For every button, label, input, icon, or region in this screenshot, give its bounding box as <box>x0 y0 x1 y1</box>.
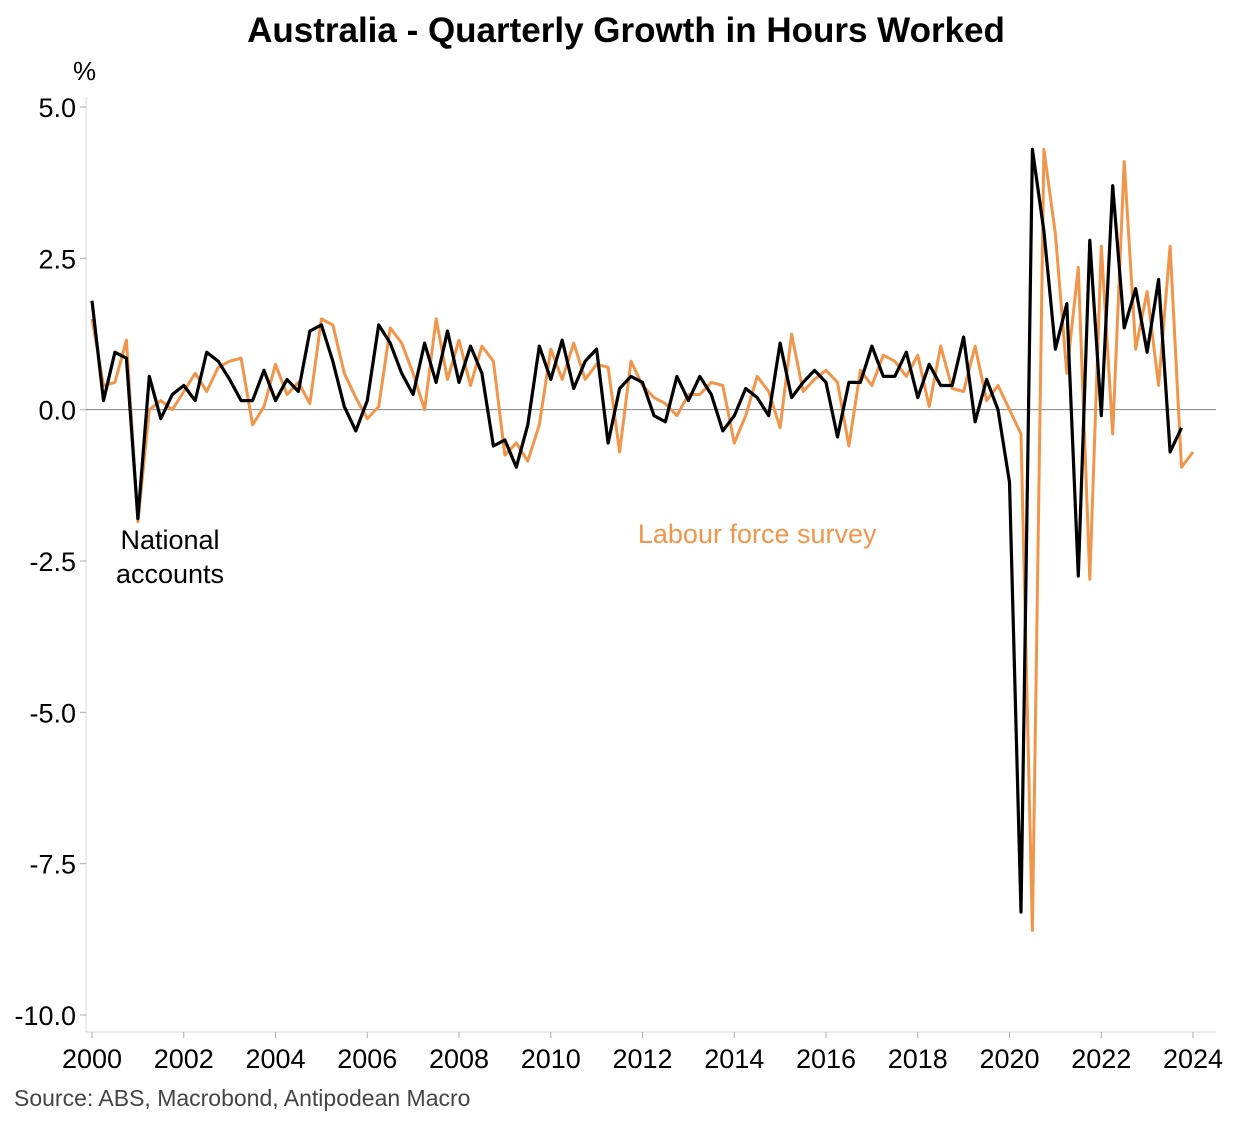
x-tick-label: 2020 <box>979 1044 1039 1074</box>
x-tick-label: 2022 <box>1071 1044 1131 1074</box>
y-tick-label: -2.5 <box>29 547 76 577</box>
chart-title: Australia - Quarterly Growth in Hours Wo… <box>247 11 1005 50</box>
series-line-national-accounts <box>90 147 1183 914</box>
x-tick-label: 2006 <box>337 1044 397 1074</box>
y-tick-label: -7.5 <box>29 850 76 880</box>
annotation-line: accounts <box>116 559 224 589</box>
y-tick-label: 5.0 <box>38 93 76 123</box>
annotations: National accounts Labour force survey <box>116 519 877 589</box>
series-lines <box>90 147 1195 932</box>
y-tick-label: 2.5 <box>38 244 76 274</box>
x-tick-label: 2012 <box>612 1044 672 1074</box>
x-tick-label: 2004 <box>245 1044 305 1074</box>
x-tick-label: 2008 <box>429 1044 489 1074</box>
y-tick-label: 0.0 <box>38 396 76 426</box>
x-tick-label: 2010 <box>521 1044 581 1074</box>
y-tick-label: -10.0 <box>14 1001 76 1031</box>
x-ticks: 2000 2002 2004 2006 2008 2010 2012 2014 2016 2018… <box>62 1032 1223 1074</box>
series-annotation: National accounts <box>116 525 224 589</box>
y-tick-label: -5.0 <box>29 698 76 728</box>
source-note: Source: ABS, Macrobond, Antipodean Macro <box>14 1085 470 1111</box>
x-tick-label: 2002 <box>154 1044 214 1074</box>
x-tick-label: 2000 <box>62 1044 122 1074</box>
x-tick-label: 2024 <box>1163 1044 1223 1074</box>
series-annotation: Labour force survey <box>638 519 877 549</box>
x-tick-label: 2016 <box>796 1044 856 1074</box>
x-tick-label: 2018 <box>888 1044 948 1074</box>
annotation-line: Labour force survey <box>638 519 877 549</box>
x-tick-label: 2014 <box>704 1044 764 1074</box>
annotation-line: National <box>120 525 219 555</box>
y-ticks: 5.0 2.5 0.0 -2.5 -5.0 -7.5 -10.0 <box>14 93 86 1031</box>
y-axis-unit: % <box>73 56 96 86</box>
axes <box>85 97 1216 1033</box>
